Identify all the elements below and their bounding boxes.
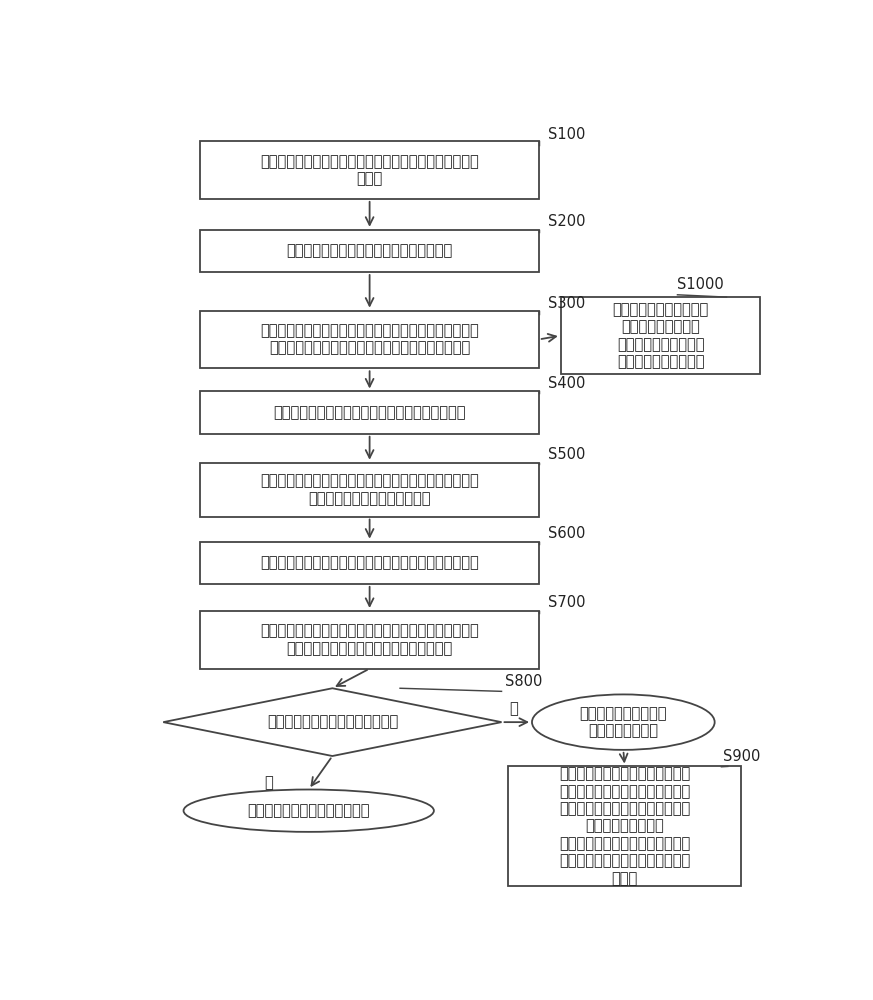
Text: S500: S500 — [547, 447, 585, 462]
FancyBboxPatch shape — [201, 542, 539, 584]
Text: S800: S800 — [505, 674, 542, 689]
Text: 生成根据调度信息掺配后的新批次燃料的燃料信息，并将
新批次燃料的燃料信息上链存储: 生成根据调度信息掺配后的新批次燃料的燃料信息，并将 新批次燃料的燃料信息上链存储 — [260, 473, 479, 506]
Text: 根据掺配计划生成与库存燃料信息对应的调度信息: 根据掺配计划生成与库存燃料信息对应的调度信息 — [273, 405, 466, 420]
FancyBboxPatch shape — [201, 141, 539, 199]
Ellipse shape — [532, 694, 715, 750]
Text: 计算新批次燃料的理论发电量，并将理论发电量上链存储: 计算新批次燃料的理论发电量，并将理论发电量上链存储 — [260, 555, 479, 570]
Polygon shape — [163, 688, 502, 756]
Text: 生成警告信息发布至区
块链中的各个节点: 生成警告信息发布至区 块链中的各个节点 — [580, 706, 667, 738]
FancyBboxPatch shape — [201, 463, 539, 517]
FancyBboxPatch shape — [201, 230, 539, 272]
Text: 所述误差值是否在预设阈值范围内: 所述误差值是否在预设阈值范围内 — [267, 715, 398, 730]
Text: 根据所述供应燃料信息，生成与存储在区块链上的采购计
划对应的库存燃料信息，并将库存燃料信息上链存储: 根据所述供应燃料信息，生成与存储在区块链上的采购计 划对应的库存燃料信息，并将库… — [260, 323, 479, 356]
Text: S300: S300 — [547, 296, 585, 311]
FancyBboxPatch shape — [201, 311, 539, 368]
Text: 是: 是 — [265, 775, 273, 790]
Text: 否: 否 — [510, 701, 519, 716]
Text: S700: S700 — [547, 595, 585, 610]
Text: 获取所述库存燃料信息，
并对其对应的生物质
燃料进行质量检测，将
质量检测报告上链存储: 获取所述库存燃料信息， 并对其对应的生物质 燃料进行质量检测，将 质量检测报告上… — [612, 302, 709, 369]
Text: S600: S600 — [547, 526, 585, 541]
FancyBboxPatch shape — [508, 766, 741, 886]
Text: 获取供应商存储在区块链上的供应燃料信息: 获取供应商存储在区块链上的供应燃料信息 — [286, 243, 453, 258]
Text: 根据发电需求生成生物质燃料采购计划，并将采购计划上
链存储: 根据发电需求生成生物质燃料采购计划，并将采购计划上 链存储 — [260, 154, 479, 186]
Text: 根据所述警告信息，调取与所述警
告信息对应的存储在区块链上的库
存燃料信息、新批次燃料的燃料信
息、质量检测报告、
理论发电量及实际发电量，得到问
题追溯结果，: 根据所述警告信息，调取与所述警 告信息对应的存储在区块链上的库 存燃料信息、新批… — [559, 766, 691, 886]
Text: S400: S400 — [547, 376, 585, 391]
FancyBboxPatch shape — [201, 391, 539, 434]
Text: S900: S900 — [724, 749, 761, 764]
Text: 调用智能合约进行自动结算付款: 调用智能合约进行自动结算付款 — [247, 803, 370, 818]
FancyBboxPatch shape — [201, 611, 539, 669]
Text: 获取新批次燃料的实际发电量并将实际发电量上链存储，
以及计算实际发电量与理论发电量的误差值: 获取新批次燃料的实际发电量并将实际发电量上链存储， 以及计算实际发电量与理论发电… — [260, 624, 479, 656]
FancyBboxPatch shape — [560, 297, 760, 374]
Text: S1000: S1000 — [677, 277, 725, 292]
Text: S100: S100 — [547, 127, 585, 142]
Text: S200: S200 — [547, 214, 585, 229]
Ellipse shape — [183, 790, 434, 832]
